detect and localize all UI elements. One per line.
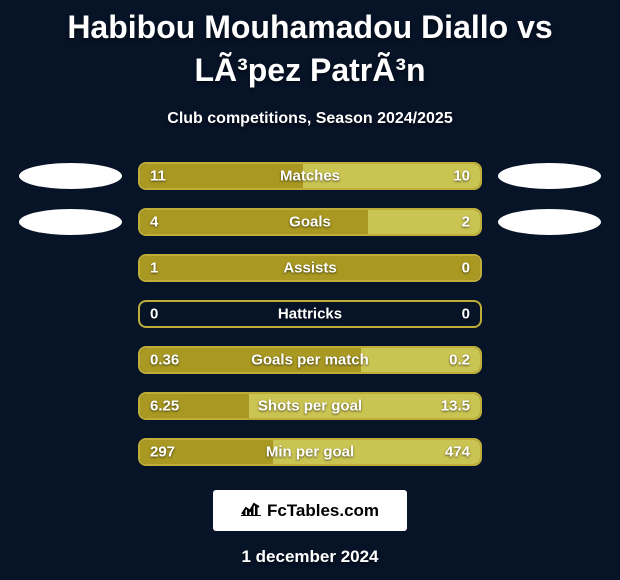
stat-value-left: 0.36 <box>150 352 179 369</box>
stat-bar: 11 10 Matches <box>138 162 482 190</box>
stat-category: Goals <box>289 214 331 231</box>
stat-value-right: 474 <box>445 444 470 461</box>
stat-category: Min per goal <box>266 444 354 461</box>
bar-segment-left <box>140 210 368 234</box>
stat-category: Assists <box>283 260 336 277</box>
date-label: 1 december 2024 <box>241 547 378 567</box>
stat-value-right: 0.2 <box>449 352 470 369</box>
stat-row: 6.25 13.5 Shots per goal <box>0 392 620 420</box>
stat-value-right: 0 <box>462 260 470 277</box>
page-title: Habibou Mouhamadou Diallo vs LÃ³pez Patr… <box>0 6 620 92</box>
stat-row: 4 2 Goals <box>0 208 620 236</box>
stat-bar: 6.25 13.5 Shots per goal <box>138 392 482 420</box>
stat-row: 297 474 Min per goal <box>0 438 620 466</box>
stat-value-right: 10 <box>453 168 470 185</box>
subtitle: Club competitions, Season 2024/2025 <box>167 110 452 128</box>
stat-row: 0 0 Hattricks <box>0 300 620 328</box>
stat-value-left: 1 <box>150 260 158 277</box>
stats-rows: 1110Matches42Goals10Assists00Hattricks0.… <box>0 162 620 466</box>
stat-category: Matches <box>280 168 340 185</box>
stat-category: Hattricks <box>278 306 342 323</box>
brand-badge: FcTables.com <box>213 490 407 531</box>
stat-value-left: 0 <box>150 306 158 323</box>
stat-value-right: 0 <box>462 306 470 323</box>
team-logo-left <box>19 209 122 235</box>
stat-value-left: 6.25 <box>150 398 179 415</box>
stat-category: Shots per goal <box>258 398 362 415</box>
team-logo-right <box>498 163 601 189</box>
stat-bar: 0 0 Hattricks <box>138 300 482 328</box>
team-logo-left <box>19 163 122 189</box>
stat-bar: 4 2 Goals <box>138 208 482 236</box>
stat-value-left: 11 <box>150 168 166 185</box>
stat-bar: 1 0 Assists <box>138 254 482 282</box>
team-logo-right <box>498 209 601 235</box>
stat-row: 1 0 Assists <box>0 254 620 282</box>
stat-value-right: 2 <box>462 214 470 231</box>
main-container: Habibou Mouhamadou Diallo vs LÃ³pez Patr… <box>0 0 620 580</box>
stat-value-right: 13.5 <box>441 398 470 415</box>
chart-icon <box>241 500 261 521</box>
stat-category: Goals per match <box>251 352 369 369</box>
brand-label: FcTables.com <box>267 501 379 521</box>
stat-value-left: 297 <box>150 444 175 461</box>
stat-row: 0.36 0.2 Goals per match <box>0 346 620 374</box>
stat-value-left: 4 <box>150 214 158 231</box>
stat-bar: 297 474 Min per goal <box>138 438 482 466</box>
stat-bar: 0.36 0.2 Goals per match <box>138 346 482 374</box>
stat-row: 11 10 Matches <box>0 162 620 190</box>
